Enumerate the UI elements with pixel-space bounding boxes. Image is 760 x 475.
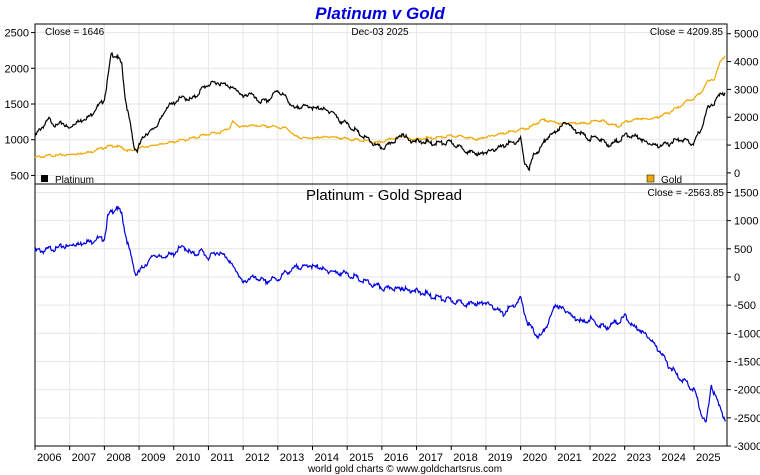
right-axis-top: 5000 4000 3000 2000 1000 0 xyxy=(727,29,758,180)
platinum-series-line xyxy=(34,52,726,172)
spread-close-label: Close = -2563.85 xyxy=(648,188,725,199)
x-tick-label: 2014 xyxy=(314,452,338,464)
x-tick-label: 2020 xyxy=(523,452,547,464)
spread-tick-label: 1000 xyxy=(734,216,758,228)
gold-legend-label: Gold xyxy=(661,175,682,186)
left-axis: 2500 2000 1500 1000 500 xyxy=(5,28,35,182)
right-tick-label: 0 xyxy=(734,168,740,180)
x-tick-label: 2024 xyxy=(661,452,685,464)
left-tick-label: 2000 xyxy=(5,63,29,75)
spread-tick-label: -500 xyxy=(734,300,756,312)
spread-tick-label: 0 xyxy=(734,272,740,284)
spread-series-line xyxy=(34,205,726,423)
left-tick-label: 500 xyxy=(11,170,29,182)
x-tick-label: 2015 xyxy=(349,452,373,464)
x-tick-label: 2010 xyxy=(176,452,200,464)
gold-series-line xyxy=(34,55,726,159)
bottom-panel-grid xyxy=(34,184,727,447)
left-tick-label: 1500 xyxy=(5,99,29,111)
x-axis: 2006 2007 2008 2009 2010 2011 2012 2013 2014 2015… xyxy=(34,446,721,464)
x-tick-label: 2016 xyxy=(384,452,408,464)
left-tick-label: 2500 xyxy=(5,28,29,40)
x-tick-label: 2012 xyxy=(245,452,269,464)
spread-tick-label: -1500 xyxy=(734,356,760,368)
left-tick-label: 1000 xyxy=(5,135,29,147)
footer-credit: world gold charts © www.goldchartsrus.co… xyxy=(307,464,502,475)
gold-legend-swatch xyxy=(646,174,655,183)
platinum-close-label: Close = 1646 xyxy=(45,27,105,38)
platinum-legend-swatch xyxy=(41,175,48,182)
spread-tick-label: 500 xyxy=(734,244,752,256)
right-tick-label: 3000 xyxy=(734,84,758,96)
right-tick-label: 4000 xyxy=(734,57,758,69)
x-tick-label: 2009 xyxy=(141,452,165,464)
x-tick-label: 2008 xyxy=(106,452,130,464)
right-tick-label: 5000 xyxy=(734,29,758,41)
x-tick-label: 2023 xyxy=(627,452,651,464)
x-tick-label: 2006 xyxy=(37,452,61,464)
spread-tick-label: -1000 xyxy=(734,328,760,340)
x-tick-label: 2013 xyxy=(280,452,304,464)
x-tick-label: 2007 xyxy=(72,452,96,464)
date-label: Dec-03 2025 xyxy=(351,27,409,38)
x-tick-label: 2022 xyxy=(592,452,616,464)
x-tick-label: 2025 xyxy=(696,452,720,464)
spread-title: Platinum - Gold Spread xyxy=(306,187,462,204)
x-tick-label: 2021 xyxy=(557,452,581,464)
x-tick-label: 2019 xyxy=(488,452,512,464)
right-axis-bottom: 1500 1000 500 0 -500 -1000 -1500 -2000 -2500 -300… xyxy=(727,187,760,453)
x-tick-label: 2018 xyxy=(453,452,477,464)
right-tick-label: 1000 xyxy=(734,140,758,152)
x-tick-label: 2011 xyxy=(210,452,234,464)
spread-tick-label: -2000 xyxy=(734,385,760,397)
top-panel-grid xyxy=(34,24,727,184)
spread-tick-label: -2500 xyxy=(734,413,760,425)
spread-tick-label: 1500 xyxy=(734,187,758,199)
chart-title: Platinum v Gold xyxy=(315,4,445,23)
x-tick-label: 2017 xyxy=(419,452,443,464)
right-tick-label: 2000 xyxy=(734,112,758,124)
gold-close-label: Close = 4209.85 xyxy=(650,27,724,38)
platinum-legend-label: Platinum xyxy=(55,175,94,186)
bottom-panel-frame xyxy=(34,183,728,447)
spread-tick-label: -3000 xyxy=(734,441,760,453)
